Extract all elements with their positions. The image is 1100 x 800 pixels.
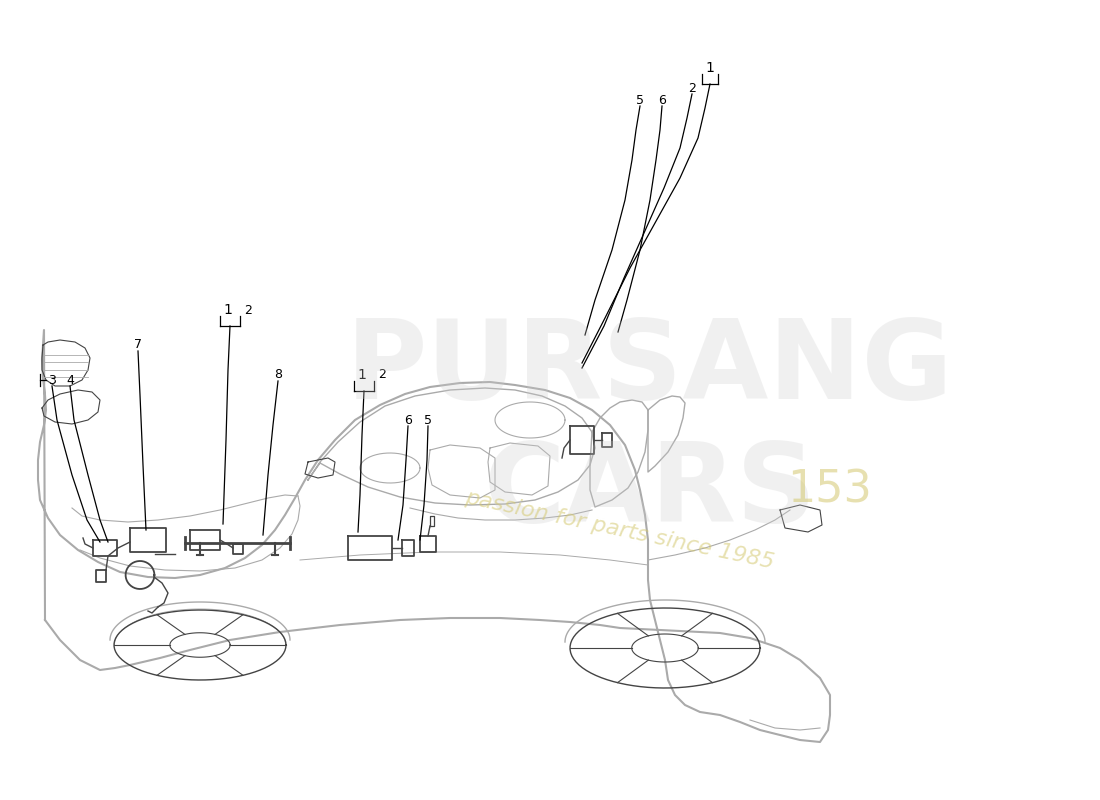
- Text: 3: 3: [48, 374, 56, 386]
- Text: 1: 1: [705, 61, 714, 75]
- Text: passion for parts since 1985: passion for parts since 1985: [463, 487, 777, 573]
- Text: 2: 2: [244, 303, 252, 317]
- Text: 5: 5: [424, 414, 432, 426]
- Text: 1: 1: [223, 303, 232, 317]
- Text: 7: 7: [134, 338, 142, 351]
- Text: PURSANG
CARS: PURSANG CARS: [346, 314, 954, 546]
- Text: 153: 153: [788, 469, 872, 511]
- Text: 2: 2: [689, 82, 696, 94]
- Text: 6: 6: [404, 414, 411, 426]
- Text: 6: 6: [658, 94, 666, 106]
- Text: 5: 5: [636, 94, 644, 106]
- Text: 4: 4: [66, 374, 74, 386]
- Text: 8: 8: [274, 369, 282, 382]
- Text: 2: 2: [378, 369, 386, 382]
- Text: 1: 1: [358, 368, 366, 382]
